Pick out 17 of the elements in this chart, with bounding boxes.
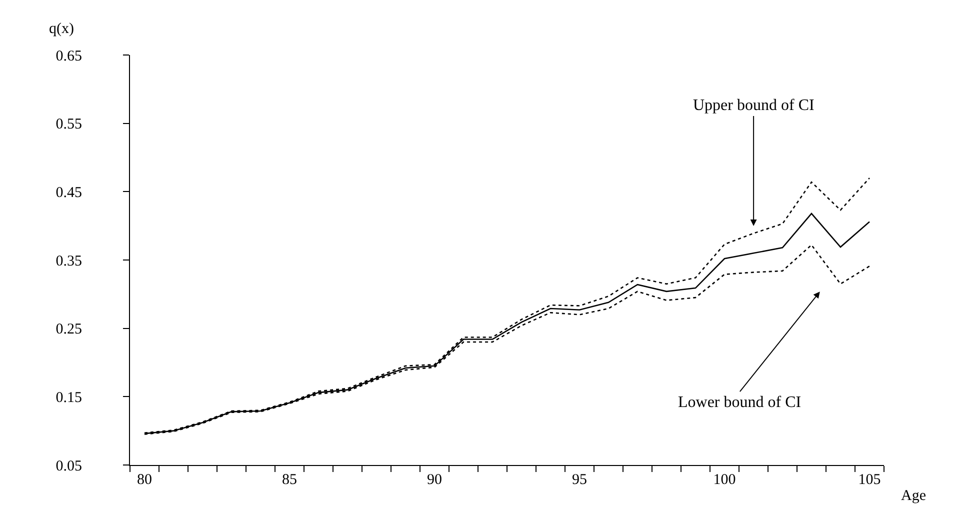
x-tick-label: 80	[137, 472, 152, 488]
y-tick-label: 0.05	[56, 458, 82, 474]
annotation: Upper bound of CI	[693, 97, 814, 114]
y-tick-label: 0.15	[56, 390, 82, 406]
x-tick-label: 90	[427, 472, 442, 488]
x-tick-label: 85	[282, 472, 297, 488]
y-axis-title: q(x)	[49, 21, 74, 37]
x-tick-label: 95	[572, 472, 587, 488]
x-axis-title: Age	[901, 488, 926, 504]
y-tick-label: 0.55	[56, 116, 82, 133]
y-tick-label: 0.25	[56, 322, 82, 338]
x-tick-label: 100	[713, 472, 736, 488]
y-tick-label: 0.65	[56, 48, 82, 64]
y-tick-label: 0.45	[56, 184, 82, 201]
annotation: Lower bound of CI	[678, 394, 802, 411]
y-tick-label: 0.35	[56, 253, 82, 270]
x-tick-label: 105	[858, 472, 881, 488]
